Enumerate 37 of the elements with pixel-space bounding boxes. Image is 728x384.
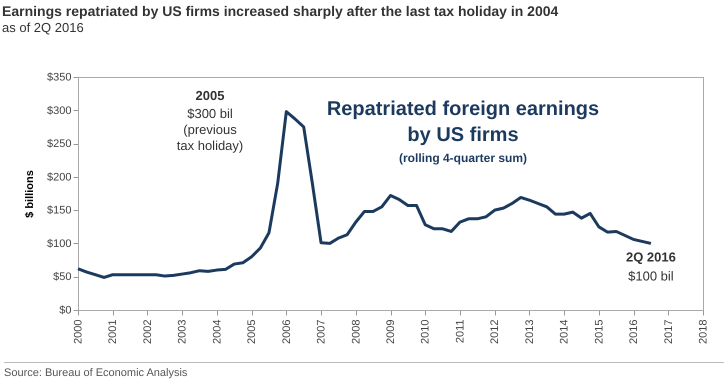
annotation: 2005 [196,88,224,103]
x-tick-label: 2005 [246,320,258,344]
x-tick-label: 2014 [558,320,571,344]
annotation: (rolling 4-quarter sum) [398,151,528,165]
x-tick-label: 2004 [211,320,224,344]
y-tick-label: $50 [53,271,72,284]
x-tick-label: 2016 [628,320,640,344]
x-tick-label: 2017 [662,320,675,344]
x-tick-label: 2012 [489,320,502,344]
x-tick-label: 2001 [107,320,120,344]
x-tick-label: 2013 [524,320,536,344]
y-tick-label: $0 [59,304,72,316]
annotation: $100 bil [628,268,674,284]
y-axis-title: $ billions [24,170,36,218]
x-tick-label: 2018 [698,320,710,344]
x-tick-label: 2008 [350,320,362,344]
chart-title: Earnings repatriated by US firms increased sharply after the last tax holiday in 2004 [2,3,559,19]
y-tick-label: $100 [47,238,72,250]
x-tick-label: 2007 [316,320,328,344]
y-tick-label: $200 [47,171,72,184]
source-note: Source: Bureau of Economic Analysis [4,362,724,379]
y-tick-label: $300 [47,104,72,117]
x-tick-label: 2000 [72,320,84,344]
y-tick-label: $350 [47,72,72,84]
x-tick-label: 2006 [280,320,293,344]
series-label: Repatriated foreign earnings by US firms [326,98,600,146]
x-tick-label: 2009 [385,320,397,344]
annotation: $300 bil (previous tax holiday) [176,106,244,153]
chart-subtitle: as of 2Q 2016 [2,20,84,35]
y-tick-label: $150 [47,204,72,217]
y-tick-label: $250 [47,138,72,150]
x-tick-label: 2003 [176,320,189,344]
x-tick-label: 2002 [142,320,154,344]
annotation: 2Q 2016 [626,249,676,264]
x-tick-label: 2011 [454,320,466,344]
x-tick-label: 2010 [420,320,432,344]
x-tick-label: 2015 [593,320,606,344]
